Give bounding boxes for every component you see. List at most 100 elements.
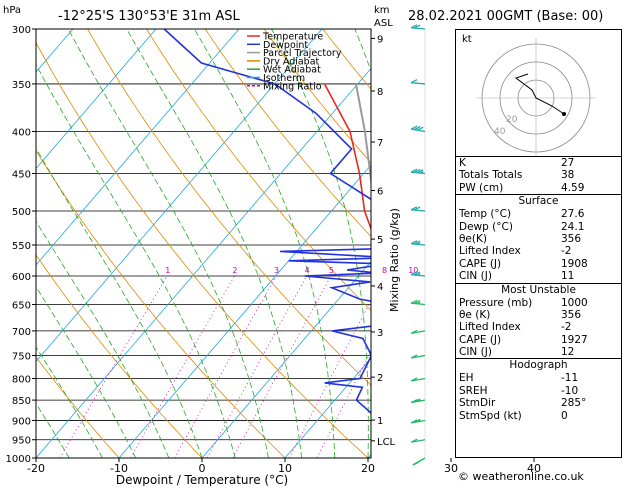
pressure-tick-label: 850 <box>12 396 31 407</box>
pressure-tick-label: 550 <box>12 241 31 252</box>
hodograph-ring-label: 20 <box>506 115 518 125</box>
wet-adiabat <box>434 29 454 458</box>
km-tick-label: 3 <box>377 328 383 339</box>
most-unstable-label: CIN (J) <box>459 346 492 358</box>
index-value: 4.59 <box>561 182 617 194</box>
surface-value: 356 <box>561 233 617 245</box>
wind-barb-staff <box>411 28 425 29</box>
hodograph-title: Hodograph <box>456 359 621 372</box>
hpa-label: hPa <box>3 5 21 16</box>
hodograph-value: -11 <box>561 372 617 384</box>
most-unstable-row: Pressure (mb)1000 <box>456 297 621 309</box>
wet-adiabat <box>272 29 369 458</box>
surface-label: Lifted Index <box>459 245 521 257</box>
index-row: PW (cm) 4.59 <box>456 182 621 194</box>
surface-value: 1908 <box>561 258 617 270</box>
most-unstable-value: 356 <box>561 309 617 321</box>
mixing-ratio-label: 2 <box>232 266 237 275</box>
km-tick-label: 8 <box>377 87 383 98</box>
most-unstable-row: θe (K) 356 <box>456 309 621 321</box>
x-tick-label: 30 <box>444 462 458 475</box>
surface-label: θe(K) <box>459 233 487 245</box>
mixing-ratio-line <box>289 276 384 458</box>
km-tick-label: 4 <box>377 282 383 293</box>
index-label: K <box>459 157 466 169</box>
series-dewpoint <box>164 29 413 458</box>
mixing-ratio-label: 4 <box>305 266 310 275</box>
mixing-ratio-line <box>207 276 307 458</box>
km-tick-label: 5 <box>377 235 383 246</box>
pressure-tick-label: 350 <box>12 80 31 91</box>
pressure-tick-label: 800 <box>12 374 31 385</box>
index-value: 38 <box>561 169 617 181</box>
mixing-ratio-line <box>131 276 235 458</box>
hodograph-label: SREH <box>459 385 488 397</box>
surface-row: CIN (J) 11 <box>456 270 621 282</box>
wind-barb-flag <box>411 80 417 83</box>
storm-motion-marker <box>562 112 566 116</box>
pressure-tick-label: 500 <box>12 207 31 218</box>
hodograph-value: -10 <box>561 385 617 397</box>
surface-row: Dewp (°C)24.1 <box>456 221 621 233</box>
legend-label: Mixing Ratio <box>263 81 322 92</box>
hodograph-trace <box>516 74 564 114</box>
index-row: K 27 <box>456 157 621 169</box>
wind-barb-staff <box>411 210 425 211</box>
mixing-ratio-label: 3 <box>274 266 279 275</box>
mixing-ratio-label: 8 <box>382 266 387 275</box>
most-unstable-label: θe (K) <box>459 309 490 321</box>
surface-value: 27.6 <box>561 208 617 220</box>
mixing-ratio-line <box>233 276 331 458</box>
dry-adiabat <box>0 29 285 458</box>
most-unstable-value: 1000 <box>561 297 617 309</box>
surface-value: 11 <box>561 270 617 282</box>
most-unstable-row: Lifted Index -2 <box>456 321 621 333</box>
hodograph-row: StmSpd (kt)0 <box>456 410 621 422</box>
wind-barb-staff <box>411 83 425 84</box>
km-tick-label: 2 <box>377 373 383 384</box>
pressure-tick-label: 650 <box>12 301 31 312</box>
pressure-tick-label: 300 <box>12 25 31 36</box>
hodograph-value: 285° <box>561 397 617 409</box>
most-unstable-row: CAPE (J)1927 <box>456 334 621 346</box>
surface-label: CIN (J) <box>459 270 492 282</box>
most-unstable-label: Lifted Index <box>459 321 521 333</box>
surface-row: Lifted Index-2 <box>456 245 621 257</box>
most-unstable-value: 1927 <box>561 334 617 346</box>
km-tick-label: LCL <box>377 437 396 448</box>
km-label: km <box>374 5 390 16</box>
pressure-tick-label: 700 <box>12 327 31 338</box>
hodograph-row: EH-11 <box>456 372 621 384</box>
pressure-tick-label: 900 <box>12 416 31 427</box>
most-unstable-value: 12 <box>561 346 617 358</box>
pressure-tick-label: 450 <box>12 169 31 180</box>
mixing-ratio-label: 1 <box>165 266 170 275</box>
mixing-ratio-label: 5 <box>329 266 334 275</box>
surface-label: Temp (°C) <box>459 208 511 220</box>
surface-label: Dewp (°C) <box>459 221 513 233</box>
surface-row: Temp (°C) 27.6 <box>456 208 621 220</box>
pressure-tick-label: 600 <box>12 272 31 283</box>
pressure-tick-label: 750 <box>12 351 31 362</box>
wet-adiabat <box>127 29 302 458</box>
wind-barb-halfflag <box>416 462 419 464</box>
asl-label: ASL <box>374 18 393 29</box>
datetime-title: 28.02.2021 00GMT (Base: 00) <box>408 9 603 24</box>
surface-title: Surface <box>456 195 621 208</box>
pressure-tick-label: 950 <box>12 436 31 447</box>
most-unstable-row: CIN (J) 12 <box>456 346 621 358</box>
isotherm-line <box>0 29 322 458</box>
hodograph-row: SREH -10 <box>456 385 621 397</box>
most-unstable-value: -2 <box>561 321 617 333</box>
x-tick-label: 20 <box>361 462 375 475</box>
hodograph-value: 0 <box>561 410 617 422</box>
pressure-tick-label: 400 <box>12 128 31 139</box>
index-value: 27 <box>561 157 617 169</box>
index-label: PW (cm) <box>459 182 503 194</box>
